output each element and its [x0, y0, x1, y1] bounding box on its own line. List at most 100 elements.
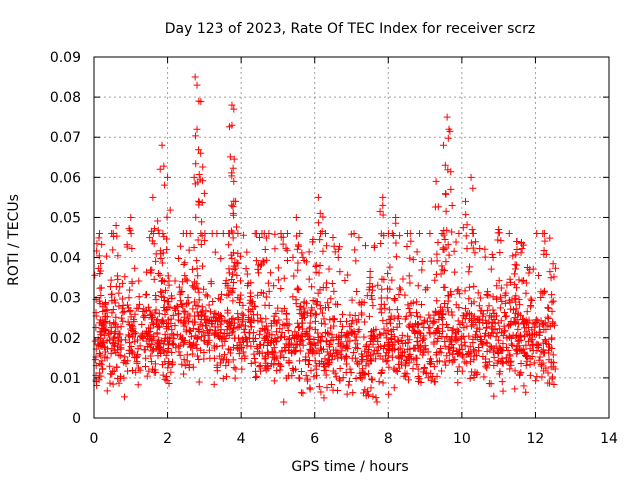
- data-point: [202, 291, 210, 299]
- data-point: [262, 315, 270, 323]
- data-point: [98, 240, 106, 248]
- data-point: [517, 249, 525, 257]
- data-point: [503, 334, 511, 342]
- data-point: [157, 250, 165, 258]
- data-point: [545, 356, 553, 364]
- data-point: [471, 249, 479, 257]
- data-point: [150, 240, 158, 248]
- data-point: [380, 232, 388, 240]
- data-point: [486, 332, 494, 340]
- data-point: [98, 321, 106, 329]
- data-point: [398, 331, 406, 339]
- data-point: [247, 299, 255, 307]
- data-point: [494, 336, 502, 344]
- data-point: [513, 284, 521, 292]
- data-point: [404, 301, 412, 309]
- data-point: [379, 211, 387, 219]
- data-point: [342, 369, 350, 377]
- data-point: [481, 253, 489, 261]
- data-point: [229, 164, 237, 172]
- data-point: [181, 259, 189, 267]
- data-point: [206, 308, 214, 316]
- data-point: [312, 297, 320, 305]
- data-point: [335, 375, 343, 383]
- data-point: [149, 193, 157, 201]
- data-point: [368, 286, 376, 294]
- data-point: [164, 173, 172, 181]
- data-point: [434, 334, 442, 342]
- data-point: [405, 272, 413, 280]
- data-point: [469, 338, 477, 346]
- data-point: [229, 297, 237, 305]
- data-point: [106, 379, 114, 387]
- data-point: [200, 355, 208, 363]
- data-point: [540, 325, 548, 333]
- data-point: [192, 301, 200, 309]
- data-point: [267, 336, 275, 344]
- data-point: [289, 366, 297, 374]
- data-point: [352, 333, 360, 341]
- data-point: [169, 311, 177, 319]
- data-point: [449, 350, 457, 358]
- data-point: [308, 304, 316, 312]
- data-point: [239, 316, 247, 324]
- data-point: [485, 302, 493, 310]
- data-point: [158, 259, 166, 267]
- data-point: [347, 230, 355, 238]
- data-point: [429, 319, 437, 327]
- data-point: [240, 325, 248, 333]
- data-point: [243, 248, 251, 256]
- data-point: [221, 351, 229, 359]
- data-point: [539, 359, 547, 367]
- data-point: [406, 279, 414, 287]
- data-point: [448, 358, 456, 366]
- data-point: [96, 369, 104, 377]
- data-point: [400, 348, 408, 356]
- x-tick-label: 12: [527, 431, 545, 447]
- data-point: [368, 376, 376, 384]
- data-point: [380, 300, 388, 308]
- data-point: [442, 361, 450, 369]
- data-point: [132, 368, 140, 376]
- data-point: [294, 319, 302, 327]
- data-point: [112, 221, 120, 229]
- x-tick-label: 14: [600, 431, 618, 447]
- data-point: [189, 350, 197, 358]
- data-point: [257, 262, 265, 270]
- data-point: [113, 363, 121, 371]
- data-point: [211, 248, 219, 256]
- data-point: [156, 271, 164, 279]
- data-point: [441, 337, 449, 345]
- data-point: [494, 319, 502, 327]
- data-point: [175, 310, 183, 318]
- data-point: [254, 291, 262, 299]
- data-point: [247, 318, 255, 326]
- data-point: [217, 311, 225, 319]
- data-point: [390, 365, 398, 373]
- data-point: [379, 193, 387, 201]
- data-point: [177, 317, 185, 325]
- data-point: [155, 229, 163, 237]
- data-point: [287, 339, 295, 347]
- data-point: [327, 295, 335, 303]
- data-point: [498, 297, 506, 305]
- data-point: [533, 229, 541, 237]
- data-point: [194, 312, 202, 320]
- data-point: [108, 370, 116, 378]
- data-point: [367, 338, 375, 346]
- data-point: [309, 238, 317, 246]
- data-point: [311, 310, 319, 318]
- data-point: [376, 330, 384, 338]
- data-point: [390, 384, 398, 392]
- data-point: [159, 277, 167, 285]
- data-point: [438, 367, 446, 375]
- data-point: [246, 289, 254, 297]
- data-point: [295, 286, 303, 294]
- data-point: [135, 300, 143, 308]
- data-point: [222, 334, 230, 342]
- data-point: [127, 313, 135, 321]
- data-point: [175, 283, 183, 291]
- data-point: [254, 265, 262, 273]
- data-point: [525, 324, 533, 332]
- data-point: [247, 307, 255, 315]
